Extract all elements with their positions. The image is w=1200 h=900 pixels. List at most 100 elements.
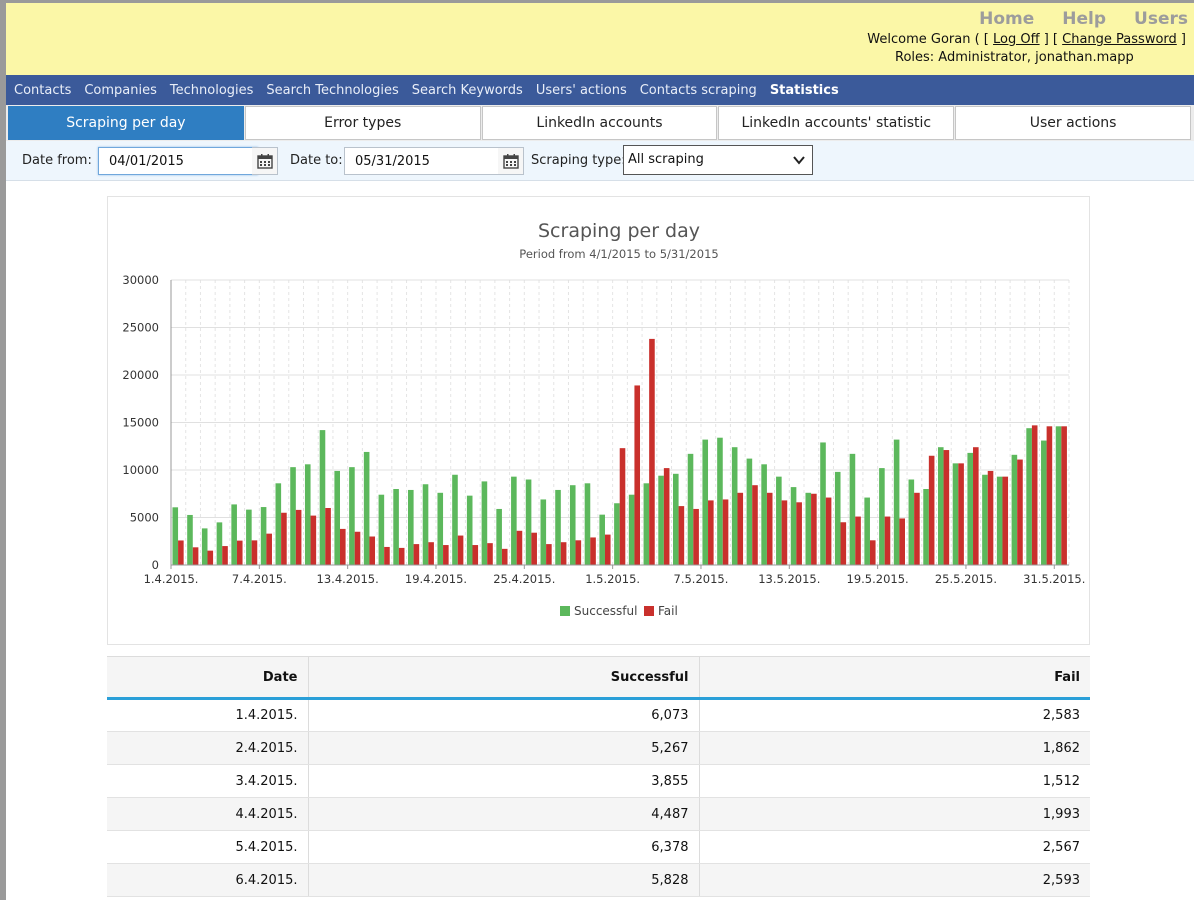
bar-successful[interactable] (820, 442, 826, 565)
bar-fail[interactable] (619, 448, 626, 565)
bar-fail[interactable] (884, 516, 891, 565)
bar-successful[interactable] (304, 464, 311, 565)
bar-fail[interactable] (575, 540, 582, 565)
bar-fail[interactable] (737, 492, 744, 565)
scraping-type-select[interactable]: All scraping (623, 145, 813, 175)
bar-fail[interactable] (590, 537, 596, 565)
bar-fail[interactable] (678, 506, 685, 565)
bar-successful[interactable] (834, 471, 841, 565)
bar-fail[interactable] (973, 447, 979, 565)
bar-fail[interactable] (914, 492, 920, 565)
tab-linkedin-accounts-statistic[interactable]: LinkedIn accounts' statistic (718, 106, 955, 140)
bar-fail[interactable] (487, 543, 493, 565)
date-from-input[interactable]: 04/01/2015 (98, 147, 258, 175)
bar-fail[interactable] (943, 450, 950, 565)
bar-successful[interactable] (334, 470, 340, 565)
bar-fail[interactable] (796, 502, 802, 565)
bar-successful[interactable] (246, 509, 252, 565)
bar-fail[interactable] (560, 542, 567, 565)
bar-fail[interactable] (634, 385, 641, 565)
home-link[interactable]: Home (979, 9, 1035, 29)
bar-fail[interactable] (354, 531, 361, 565)
bar-successful[interactable] (481, 481, 488, 565)
bar-successful[interactable] (408, 489, 414, 565)
bar-fail[interactable] (325, 508, 331, 565)
bar-fail[interactable] (207, 550, 214, 565)
bar-successful[interactable] (290, 467, 296, 565)
tab-linkedin-accounts[interactable]: LinkedIn accounts (481, 106, 718, 140)
bar-successful[interactable] (967, 452, 974, 565)
bar-successful[interactable] (172, 507, 179, 565)
tab-scraping-per-day[interactable]: Scraping per day (8, 106, 244, 140)
bar-fail[interactable] (531, 532, 537, 565)
bar-fail[interactable] (369, 536, 376, 566)
logoff-link[interactable]: Log Off (993, 32, 1040, 47)
bar-successful[interactable] (1011, 454, 1018, 565)
bar-successful[interactable] (275, 483, 282, 565)
nav-item-users-actions[interactable]: Users' actions (535, 82, 627, 98)
bar-fail[interactable] (546, 544, 552, 565)
bar-fail[interactable] (472, 545, 479, 565)
bar-successful[interactable] (893, 439, 900, 565)
bar-successful[interactable] (1055, 426, 1062, 565)
bar-successful[interactable] (702, 439, 709, 565)
tab-user-actions[interactable]: User actions (955, 106, 1191, 140)
bar-successful[interactable] (260, 507, 267, 565)
bar-fail[interactable] (811, 493, 817, 565)
bar-successful[interactable] (422, 484, 429, 565)
bar-successful[interactable] (540, 499, 547, 565)
bar-successful[interactable] (584, 483, 591, 565)
bar-fail[interactable] (1017, 459, 1023, 565)
bar-fail[interactable] (1031, 425, 1038, 565)
bar-successful[interactable] (746, 458, 753, 565)
bar-fail[interactable] (1002, 476, 1009, 565)
bar-successful[interactable] (731, 447, 738, 565)
bar-successful[interactable] (864, 497, 870, 565)
bar-successful[interactable] (996, 476, 1003, 565)
bar-successful[interactable] (378, 494, 385, 565)
date-to-input[interactable]: 05/31/2015 (344, 147, 504, 175)
bar-successful[interactable] (393, 489, 399, 565)
bar-fail[interactable] (266, 533, 272, 565)
bar-fail[interactable] (604, 534, 611, 565)
bar-fail[interactable] (457, 535, 464, 565)
bar-successful[interactable] (614, 503, 620, 565)
bar-fail[interactable] (340, 528, 346, 565)
bar-fail[interactable] (236, 540, 243, 565)
users-link[interactable]: Users (1134, 9, 1188, 29)
bar-fail[interactable] (928, 455, 935, 565)
bar-fail[interactable] (428, 542, 434, 565)
bar-successful[interactable] (717, 437, 723, 565)
nav-item-statistics[interactable]: Statistics (769, 82, 839, 98)
nav-item-search-keywords[interactable]: Search Keywords (411, 82, 523, 98)
bar-fail[interactable] (192, 547, 199, 565)
bar-fail[interactable] (310, 515, 317, 565)
bar-fail[interactable] (869, 540, 876, 565)
bar-successful[interactable] (466, 495, 473, 565)
tab-error-types[interactable]: Error types (244, 106, 481, 140)
bar-successful[interactable] (319, 430, 326, 565)
bar-fail[interactable] (663, 468, 670, 565)
bar-fail[interactable] (899, 518, 905, 565)
bar-successful[interactable] (452, 474, 458, 565)
bar-successful[interactable] (687, 453, 694, 565)
bar-fail[interactable] (752, 485, 758, 565)
bar-fail[interactable] (413, 544, 420, 565)
bar-successful[interactable] (908, 479, 915, 566)
bar-successful[interactable] (849, 453, 856, 565)
bar-fail[interactable] (281, 512, 287, 565)
legend-label-successful[interactable]: Successful (574, 604, 637, 618)
bar-successful[interactable] (525, 479, 532, 566)
bar-fail[interactable] (222, 546, 228, 565)
bar-fail[interactable] (295, 509, 302, 565)
bar-fail[interactable] (825, 497, 832, 565)
bar-successful[interactable] (187, 514, 193, 565)
bar-successful[interactable] (658, 475, 664, 565)
bar-fail[interactable] (501, 548, 508, 565)
bar-fail[interactable] (178, 540, 184, 565)
bar-fail[interactable] (766, 492, 773, 565)
bar-successful[interactable] (643, 483, 650, 565)
bar-successful[interactable] (776, 476, 782, 565)
nav-item-technologies[interactable]: Technologies (169, 82, 254, 98)
bar-fail[interactable] (987, 470, 994, 565)
